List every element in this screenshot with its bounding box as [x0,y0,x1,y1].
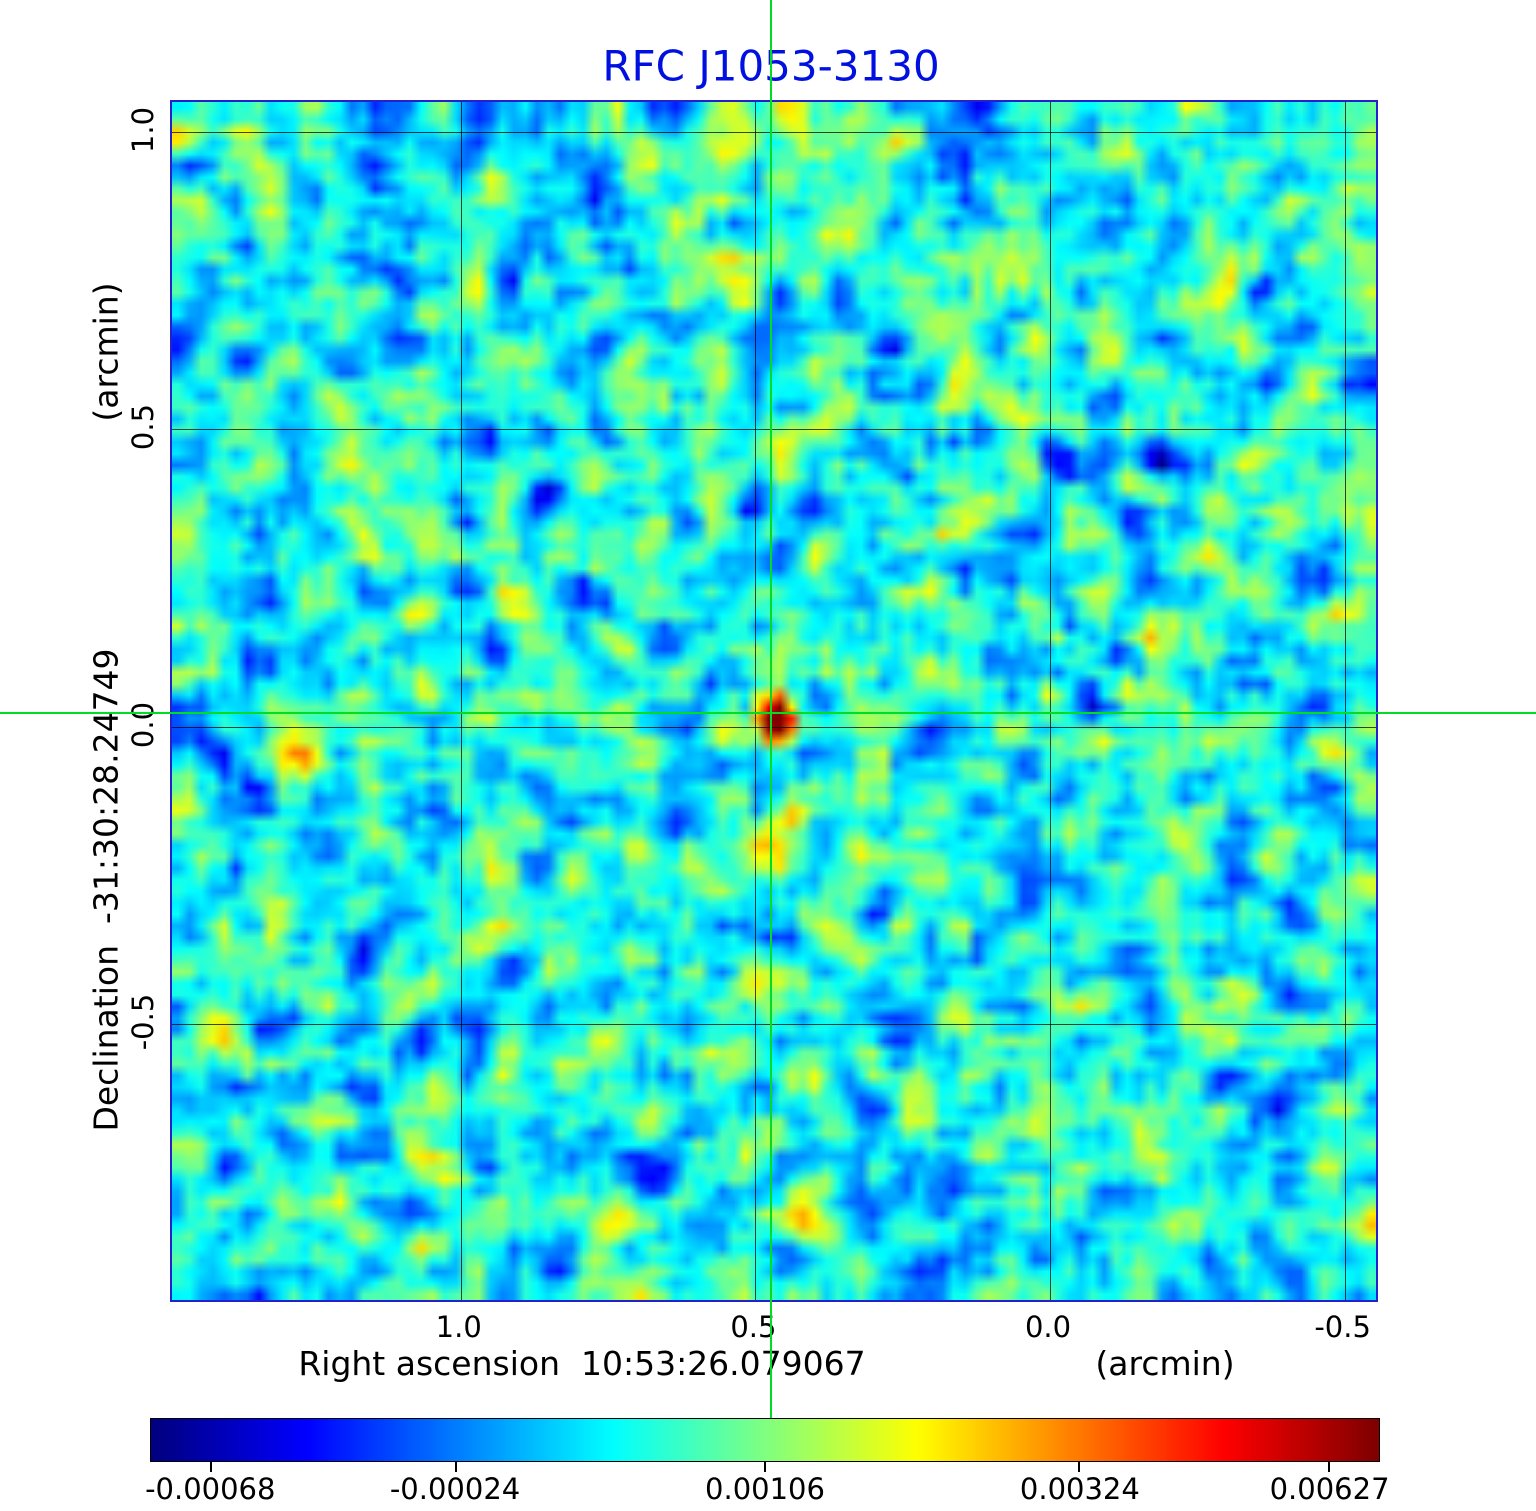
x-tick-label: 0.5 [730,1310,777,1344]
colorbar-tick-label: 0.00627 [1269,1472,1390,1506]
crosshair-vertical-line [770,0,773,1418]
y-tick-label: 0.0 [126,701,160,748]
crosshair-horizontal-line [0,711,1536,714]
y-axis-unit: (arcmin) [86,282,126,422]
colorbar-tick-label: -0.00024 [389,1472,521,1506]
x-gridline [1344,102,1346,1300]
colorbar-tick [454,1462,457,1472]
y-gridline [172,429,1376,431]
x-gridline [755,102,757,1300]
y-axis-label: Declination -31:30:28.24749 [86,648,126,1132]
colorbar-tick-label: -0.00068 [145,1472,276,1506]
x-gridline [1050,102,1051,1300]
y-gridline [172,726,1376,728]
y-tick-label: -0.5 [126,994,160,1051]
colorbar-tick-label: 0.00106 [705,1472,825,1506]
y-tick-label: 0.5 [126,404,160,451]
x-gridline [460,102,462,1300]
y-gridline [172,1024,1376,1026]
colorbar [150,1418,1380,1472]
y-tick-label: 1.0 [126,106,160,153]
colorbar-gradient [151,1419,1379,1461]
colorbar-tick [210,1462,213,1472]
sky-image [172,102,1376,1300]
x-axis-label: Right ascension 10:53:26.079067 [298,1344,866,1383]
x-axis-unit: (arcmin) [1095,1344,1235,1383]
y-gridline [172,131,1376,133]
chart-title: RFC J1053-3130 [602,41,940,91]
x-tick-label: -0.5 [1314,1310,1371,1344]
colorbar-tick [764,1462,766,1472]
colorbar-tick [1078,1462,1081,1472]
colorbar-tick [1327,1462,1330,1472]
x-tick-label: 0.0 [1024,1310,1072,1344]
x-tick-label: 1.0 [435,1310,482,1344]
colorbar-tick-label: 0.00324 [1019,1472,1140,1506]
plot-area [170,100,1378,1302]
